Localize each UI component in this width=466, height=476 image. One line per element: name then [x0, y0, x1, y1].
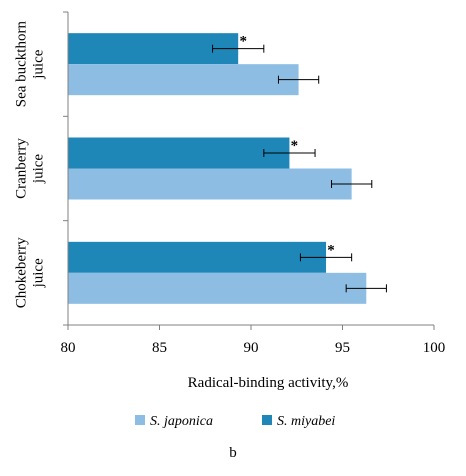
x-tick-label: 100: [423, 340, 446, 356]
significance-marker: *: [327, 242, 335, 258]
legend-swatch: [135, 415, 145, 425]
panel-label: b: [229, 445, 237, 461]
x-tick-label: 80: [61, 340, 76, 356]
bar: [68, 33, 239, 65]
bar: [68, 137, 290, 169]
x-tick-label: 95: [335, 340, 350, 356]
legend-label: S. japonica: [150, 414, 213, 429]
category-label: Sea buckthornjuice: [14, 21, 47, 108]
bar: [68, 168, 352, 200]
x-tick-label: 90: [244, 340, 259, 356]
x-tick-label: 85: [152, 340, 167, 356]
x-axis-title: Radical-binding activity,%: [188, 375, 349, 391]
error-bars-layer: [212, 44, 387, 293]
labels-layer: * Sea buckthornjuice * Cranberryjuice * Choke…: [14, 21, 446, 356]
legend-swatch: [262, 415, 272, 425]
bar: [68, 64, 299, 96]
bars-layer: [68, 33, 367, 304]
category-label: Chokeberryjuice: [14, 237, 47, 308]
significance-marker: *: [291, 138, 299, 154]
significance-marker: *: [239, 34, 247, 50]
axes-layer: [63, 11, 435, 330]
category-label: Cranberryjuice: [14, 138, 47, 199]
legend-label: S. miyabei: [277, 414, 335, 429]
legend: S. japonica S. miyabei: [135, 414, 335, 429]
bar: [68, 241, 327, 273]
bar: [68, 272, 367, 304]
